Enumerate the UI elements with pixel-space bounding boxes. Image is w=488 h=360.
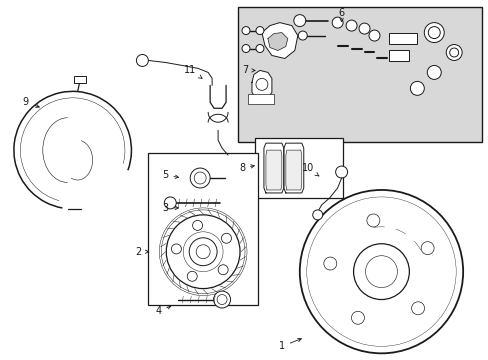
Circle shape: [194, 172, 206, 184]
Polygon shape: [283, 143, 303, 193]
Polygon shape: [267, 32, 287, 50]
Bar: [148, 153, 258, 305]
Circle shape: [242, 45, 249, 53]
Circle shape: [366, 214, 379, 227]
Circle shape: [312, 210, 322, 220]
Circle shape: [298, 31, 306, 40]
Text: 7: 7: [242, 66, 255, 76]
Circle shape: [449, 48, 458, 57]
Circle shape: [164, 197, 176, 209]
Polygon shape: [251, 71, 271, 98]
Circle shape: [358, 23, 369, 34]
Circle shape: [192, 220, 202, 230]
Circle shape: [299, 190, 462, 353]
Bar: [388, 50, 408, 61]
Polygon shape: [285, 150, 301, 190]
Circle shape: [255, 27, 264, 35]
Polygon shape: [264, 143, 283, 193]
Circle shape: [196, 245, 210, 259]
Circle shape: [217, 294, 226, 305]
Bar: [247, 94, 273, 104]
Circle shape: [323, 257, 336, 270]
Circle shape: [190, 168, 210, 188]
Bar: [254, 138, 342, 198]
Circle shape: [365, 256, 397, 288]
Circle shape: [136, 54, 148, 67]
Circle shape: [218, 265, 228, 275]
Polygon shape: [265, 150, 281, 190]
Text: 4: 4: [155, 306, 170, 316]
Circle shape: [420, 242, 433, 255]
Circle shape: [346, 20, 356, 31]
Circle shape: [171, 244, 181, 254]
Circle shape: [351, 311, 364, 324]
Text: 2: 2: [135, 247, 148, 257]
Circle shape: [331, 17, 343, 28]
Text: 1: 1: [278, 338, 301, 351]
Text: 5: 5: [162, 170, 178, 180]
Circle shape: [427, 27, 439, 39]
Text: 3: 3: [162, 203, 178, 213]
Circle shape: [446, 45, 461, 60]
Circle shape: [187, 271, 197, 281]
Circle shape: [353, 244, 408, 300]
Circle shape: [293, 15, 305, 27]
Circle shape: [213, 291, 230, 308]
Circle shape: [424, 23, 443, 42]
Circle shape: [221, 233, 231, 243]
Text: 9: 9: [23, 97, 39, 108]
Text: 6: 6: [338, 8, 344, 22]
Circle shape: [335, 166, 347, 178]
Text: 10: 10: [301, 163, 318, 176]
Circle shape: [255, 45, 264, 53]
Circle shape: [368, 30, 379, 41]
Circle shape: [159, 208, 246, 296]
Bar: [388, 33, 416, 44]
Circle shape: [166, 215, 240, 289]
Circle shape: [427, 66, 440, 80]
Bar: [74, 76, 85, 84]
Polygon shape: [262, 23, 297, 58]
Circle shape: [161, 210, 244, 293]
Circle shape: [242, 27, 249, 35]
Circle shape: [411, 302, 424, 315]
Text: 11: 11: [183, 66, 202, 78]
Text: 8: 8: [239, 163, 254, 173]
Bar: [238, 7, 481, 142]
Circle shape: [189, 238, 217, 266]
Circle shape: [255, 78, 267, 90]
Circle shape: [409, 81, 424, 95]
